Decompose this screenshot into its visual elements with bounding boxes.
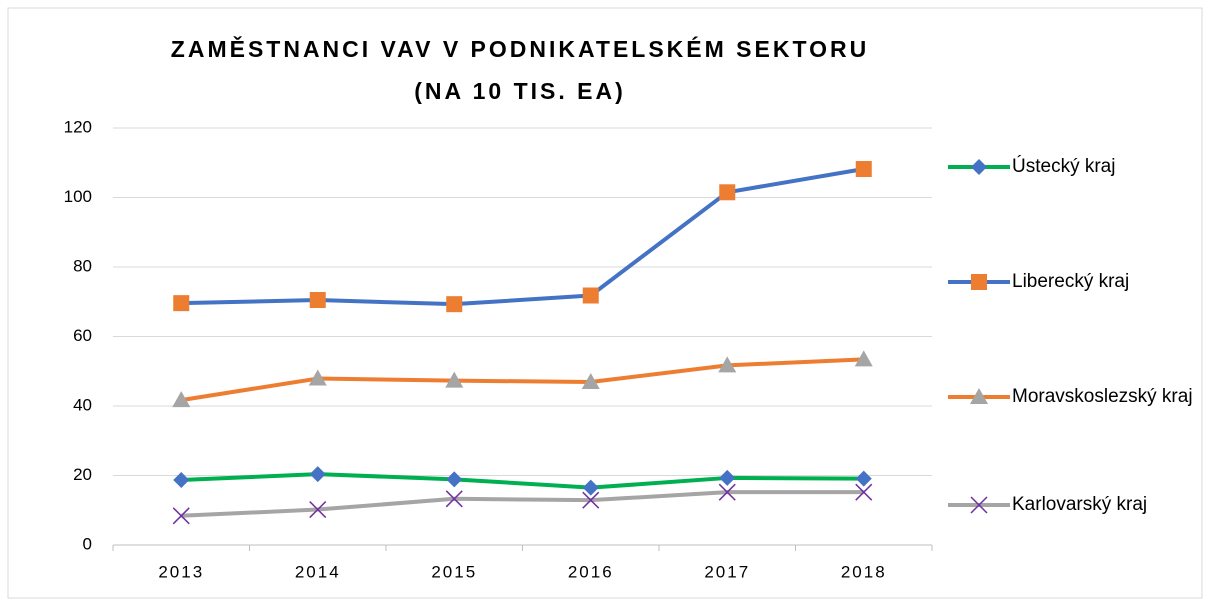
marker bbox=[172, 507, 190, 525]
marker bbox=[582, 491, 600, 509]
x-tick-label: 2016 bbox=[568, 562, 614, 581]
marker bbox=[854, 350, 873, 367]
marker bbox=[172, 391, 191, 408]
marker bbox=[855, 470, 872, 487]
x-tick-label: 2018 bbox=[841, 562, 887, 581]
series-line bbox=[180, 357, 864, 403]
y-tick-label: 120 bbox=[64, 117, 92, 136]
marker bbox=[581, 373, 600, 390]
marker bbox=[719, 184, 736, 201]
marker bbox=[718, 483, 736, 501]
marker bbox=[970, 388, 988, 404]
marker bbox=[582, 287, 599, 304]
marker bbox=[309, 292, 326, 309]
y-tick-label: 100 bbox=[64, 187, 92, 206]
y-tick-label: 0 bbox=[83, 534, 92, 553]
marker bbox=[718, 356, 737, 373]
y-tick-label: 80 bbox=[73, 256, 92, 275]
legend-label: Liberecký kraj bbox=[1012, 271, 1130, 292]
legend-label: Ústecký kraj bbox=[1012, 156, 1116, 177]
marker bbox=[445, 490, 463, 508]
marker bbox=[309, 466, 326, 483]
marker bbox=[309, 501, 327, 519]
marker bbox=[445, 371, 464, 388]
series-line bbox=[181, 167, 865, 307]
x-tick-label: 2017 bbox=[704, 562, 750, 581]
marker bbox=[719, 469, 736, 486]
marker bbox=[970, 496, 988, 514]
marker bbox=[446, 296, 463, 313]
y-tick-label: 40 bbox=[73, 395, 92, 414]
marker bbox=[446, 471, 463, 488]
x-tick-label: 2014 bbox=[295, 562, 341, 581]
marker bbox=[582, 479, 599, 496]
marker bbox=[971, 159, 987, 175]
y-tick-label: 20 bbox=[73, 465, 92, 484]
marker bbox=[971, 274, 987, 290]
marker bbox=[855, 161, 872, 178]
series-line bbox=[181, 472, 864, 490]
series-line bbox=[181, 490, 864, 518]
chart-border bbox=[7, 7, 1203, 599]
chart-title: ZAMĚSTNANCI VAV V PODNIKATELSKÉM SEKTORU bbox=[170, 36, 870, 62]
marker bbox=[173, 295, 190, 312]
y-tick-label: 60 bbox=[73, 326, 92, 345]
legend-label: Karlovarský kraj bbox=[1012, 494, 1148, 515]
x-tick-label: 2013 bbox=[158, 562, 204, 581]
legend-label: Moravskoslezský kraj bbox=[1012, 386, 1193, 407]
marker bbox=[855, 483, 873, 501]
marker bbox=[173, 472, 190, 489]
chart-title: (NA 10 TIS. EA) bbox=[414, 78, 626, 104]
marker bbox=[308, 369, 327, 386]
x-tick-label: 2015 bbox=[431, 562, 477, 581]
